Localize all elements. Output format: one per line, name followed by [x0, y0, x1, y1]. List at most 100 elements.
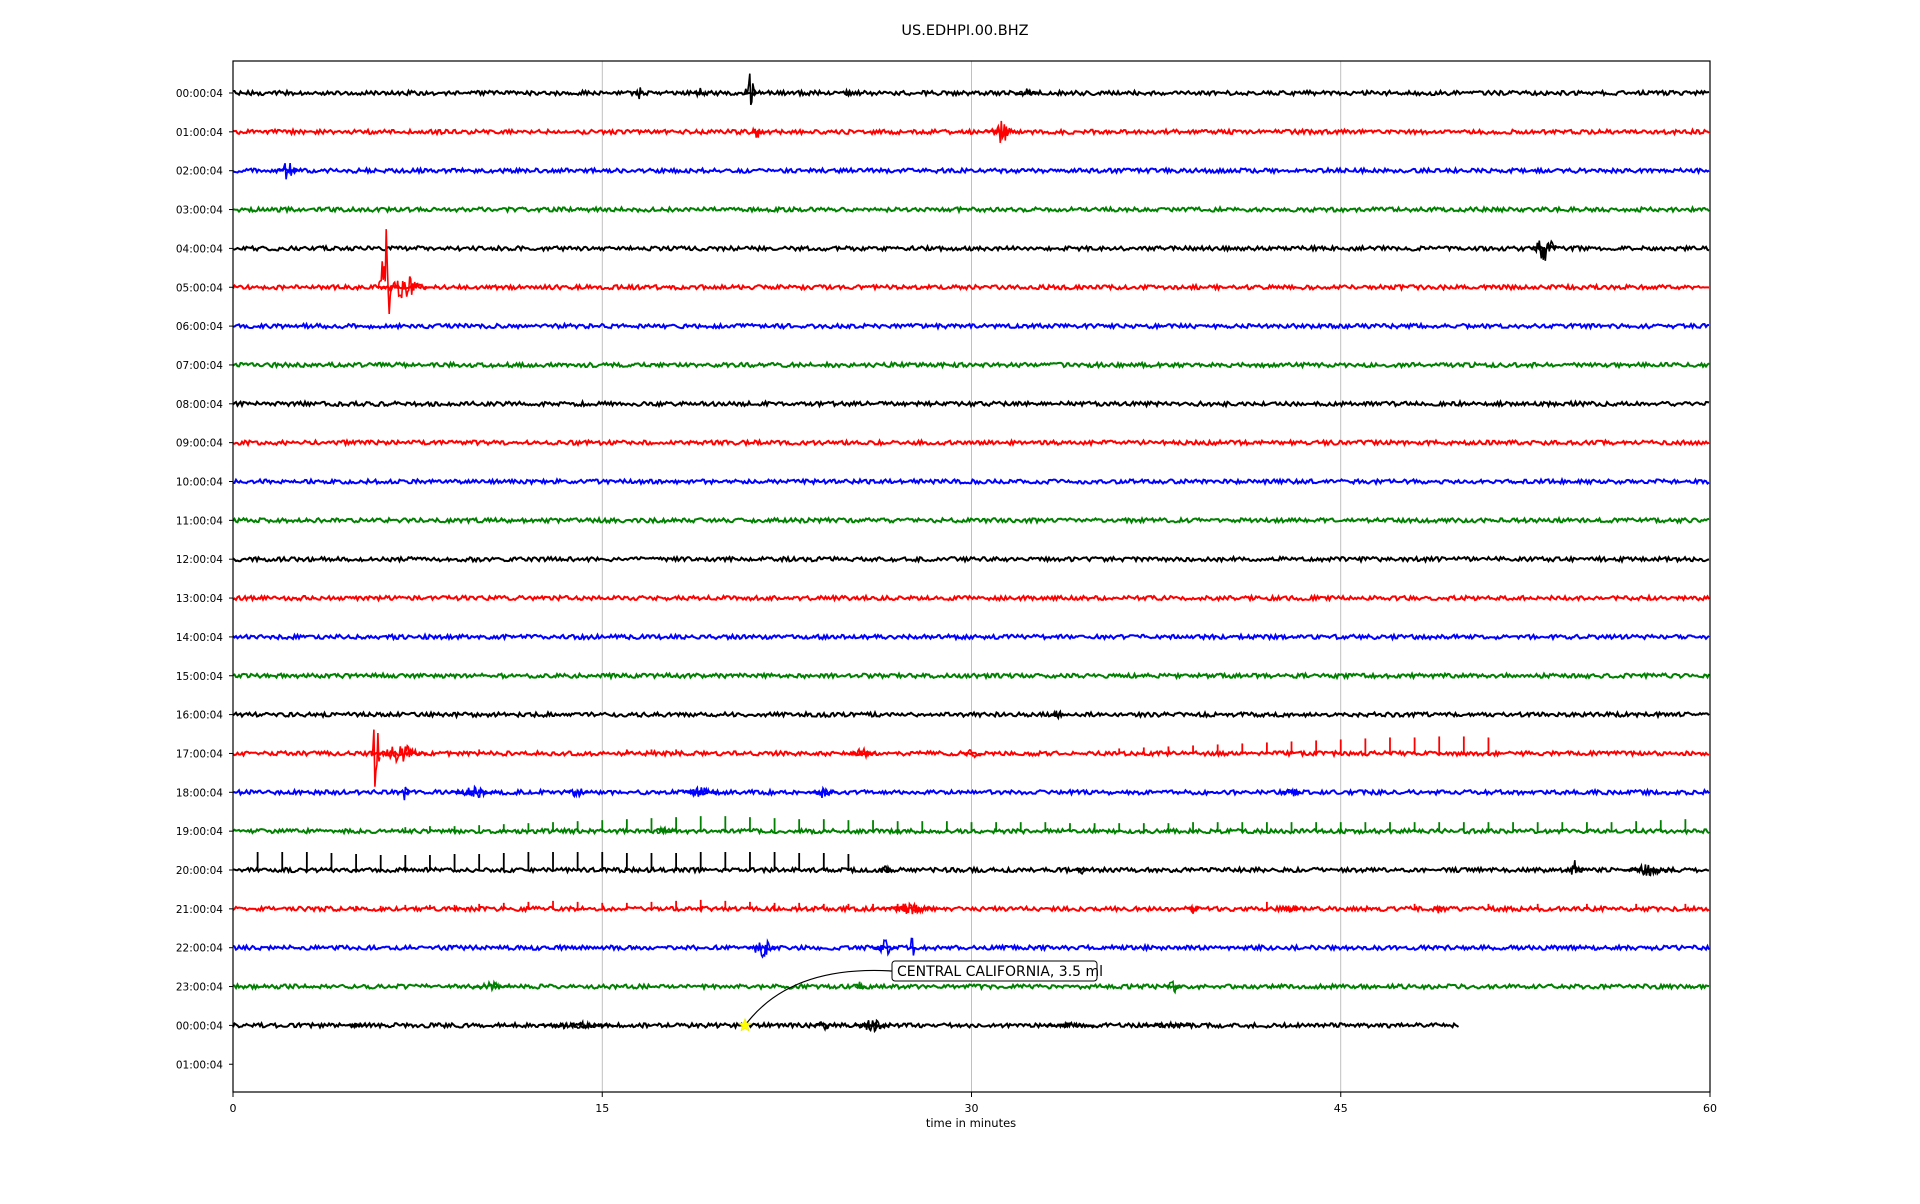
y-tick-label: 06:00:04: [176, 321, 223, 333]
trace-event: [473, 979, 510, 993]
trace-line: [232, 709, 1710, 720]
y-tick-label: 22:00:04: [176, 943, 223, 955]
annotation-label: CENTRAL CALIFORNIA, 3.5 ml: [897, 964, 1103, 980]
y-tick-label: 23:00:04: [176, 982, 223, 994]
trace-event: [845, 745, 876, 761]
event-annotation: CENTRAL CALIFORNIA, 3.5 ml: [737, 960, 1103, 1032]
x-tick-label: 0: [230, 1102, 237, 1115]
trace-line: [232, 787, 1710, 797]
trace-event: [1045, 1020, 1095, 1030]
trace-line: [232, 632, 1710, 642]
trace-event: [449, 784, 499, 799]
y-tick-label: 20:00:04: [176, 865, 223, 877]
trace-event: [1281, 904, 1301, 913]
y-tick-label: 04:00:04: [176, 243, 223, 255]
trace-event: [380, 276, 430, 299]
trace-line: [233, 88, 1710, 98]
annotation-box: [891, 960, 1098, 982]
trace-line: [232, 554, 1710, 565]
y-tick-label: 10:00:04: [176, 477, 223, 489]
y-tick-label: 05:00:04: [176, 282, 223, 294]
trace-line: [232, 1020, 1460, 1031]
trace-event: [377, 229, 393, 315]
trace-event: [880, 901, 940, 915]
y-tick-label: 09:00:04: [176, 438, 223, 450]
trace-line: [232, 593, 1710, 603]
trace-event: [1186, 903, 1200, 914]
trace-event: [961, 748, 982, 759]
trace-line: [232, 515, 1710, 525]
trace-line: [232, 282, 1710, 292]
trace-event: [1529, 239, 1560, 261]
annotation-arrow: [744, 969, 893, 1026]
trace-event: [372, 743, 428, 765]
trace-event: [565, 788, 590, 799]
x-axis-ticks: 0 15 30 45 60: [230, 1092, 1717, 1115]
y-tick-label: 03:00:04: [176, 205, 223, 217]
event-star-marker: [737, 1017, 753, 1032]
trace-event: [653, 825, 673, 836]
trace-line: [232, 942, 1710, 953]
trace-event: [1143, 1020, 1193, 1030]
trace-event: [743, 73, 757, 106]
trace-event: [1075, 867, 1089, 875]
seismogram-traces: [232, 73, 1710, 1034]
x-tick-label: 45: [1334, 1102, 1348, 1115]
trace-event: [843, 87, 853, 98]
trace-line: [232, 671, 1710, 681]
trace-event: [747, 938, 777, 959]
trace-line: [232, 360, 1710, 370]
y-tick-label: 02:00:04: [176, 166, 223, 178]
trace-line: [232, 398, 1710, 409]
trace-event: [1050, 709, 1065, 721]
trace-event: [872, 939, 898, 957]
trace-event: [878, 864, 893, 873]
y-tick-label: 19:00:04: [176, 826, 223, 838]
trace-event: [813, 1020, 834, 1032]
trace-event: [693, 87, 708, 99]
trace-event: [1621, 862, 1676, 877]
x-gridlines: [601, 61, 1342, 1092]
y-tick-label: 11:00:04: [176, 515, 223, 527]
trace-event: [985, 120, 1016, 143]
y-tick-label: 21:00:04: [176, 904, 223, 916]
y-tick-label: 12:00:04: [176, 554, 223, 566]
trace-line: [232, 476, 1710, 487]
y-tick-label: 00:00:04: [176, 88, 223, 100]
x-tick-label: 15: [595, 1102, 609, 1115]
trace-event: [1281, 787, 1302, 797]
trace-event: [399, 786, 411, 801]
trace-event: [370, 729, 381, 787]
y-tick-label: 17:00:04: [176, 748, 223, 760]
y-tick-label: 16:00:04: [176, 710, 223, 722]
y-tick-labels: 00:00:04 01:00:04 02:00:04 03:00:04 04:00:04…: [176, 88, 233, 1071]
y-tick-label: 18:00:04: [176, 787, 223, 799]
trace-line: [233, 204, 1710, 215]
y-tick-label: 13:00:04: [176, 593, 223, 605]
trace-line: [232, 243, 1710, 254]
y-tick-label: 14:00:04: [176, 632, 223, 644]
trace-event: [682, 785, 719, 798]
chart-title: US.EDHPI.00.BHZ: [901, 23, 1028, 39]
trace-event: [909, 937, 917, 956]
trace-event: [540, 1019, 614, 1031]
y-tick-label: 08:00:04: [176, 399, 223, 411]
trace-line: [232, 438, 1710, 448]
trace-event: [346, 1021, 366, 1030]
trace-event: [275, 163, 299, 180]
trace-event: [1015, 88, 1040, 98]
y-tick-label: 07:00:04: [176, 360, 223, 372]
trace-line: [232, 126, 1710, 137]
y-tick-label: 15:00:04: [176, 671, 223, 683]
x-tick-label: 60: [1703, 1102, 1717, 1115]
trace-event: [635, 87, 643, 100]
x-axis-label: time in minutes: [926, 1116, 1016, 1130]
trace-line: [232, 165, 1710, 176]
trace-event: [854, 1018, 892, 1034]
trace-event: [1564, 860, 1585, 875]
trace-line: [232, 904, 1710, 914]
y-tick-label: 01:00:04: [176, 1059, 223, 1071]
x-tick-label: 30: [965, 1102, 979, 1115]
